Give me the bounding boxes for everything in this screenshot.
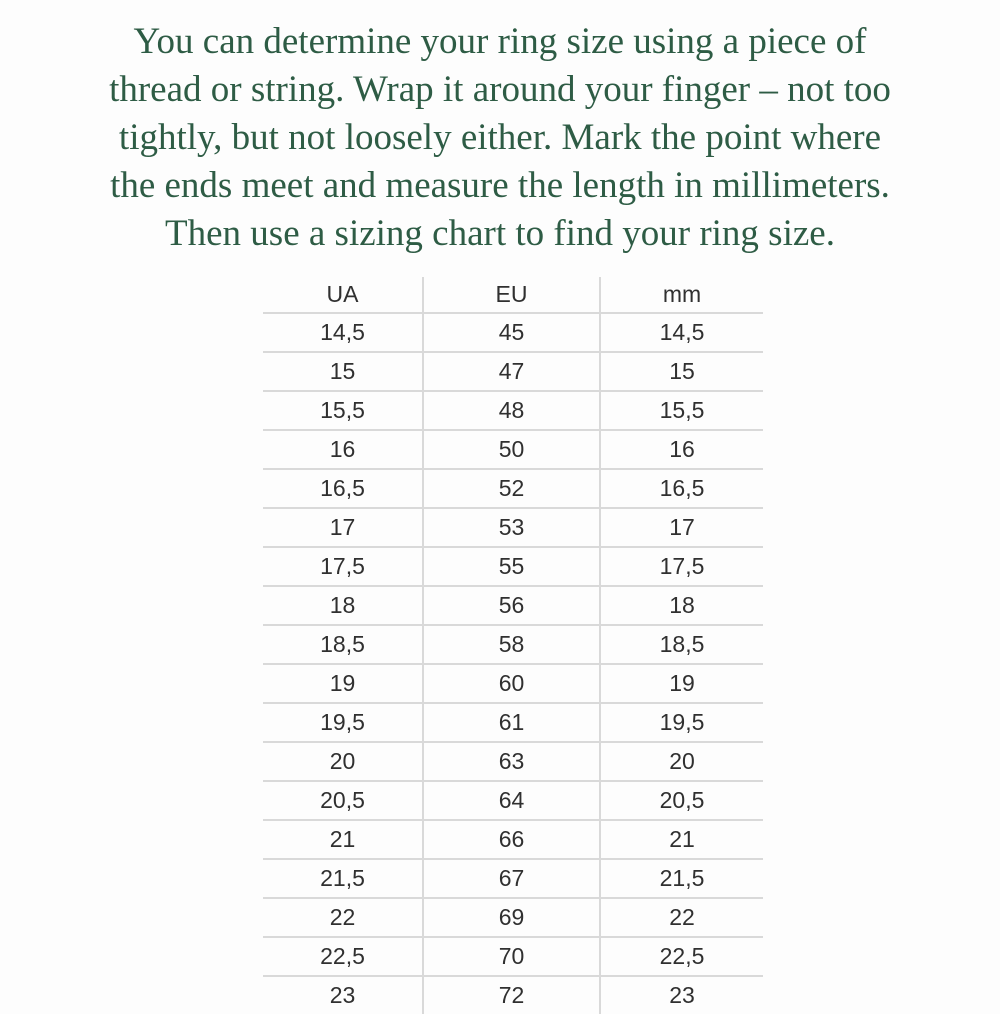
table-cell: 14,5 — [263, 313, 423, 353]
table-cell: 18,5 — [600, 625, 763, 665]
table-cell: 22,5 — [600, 937, 763, 977]
table-cell: 20 — [600, 742, 763, 782]
table-cell: 17,5 — [263, 547, 423, 587]
table-row: 21,5 67 21,5 — [263, 859, 763, 899]
table-cell: 52 — [422, 469, 601, 509]
table-cell: 56 — [422, 586, 601, 626]
table-cell: 66 — [422, 820, 601, 860]
table-cell: 16,5 — [263, 469, 423, 509]
table-cell: 15 — [600, 352, 763, 392]
column-header-eu: EU — [422, 277, 601, 314]
table-row: 16 50 16 — [263, 430, 763, 470]
table-cell: 16 — [263, 430, 423, 470]
table-row: 14,5 45 14,5 — [263, 313, 763, 353]
ring-size-table: UA EU mm 14,5 45 14,5 15 47 15 15,5 48 15,5 16 50 1… — [263, 277, 763, 1014]
table-cell: 47 — [422, 352, 601, 392]
table-cell: 20,5 — [263, 781, 423, 821]
table-cell: 19 — [263, 664, 423, 704]
table-row: 23 72 23 — [263, 976, 763, 1014]
header-row: UA EU mm — [263, 277, 763, 314]
table-row: 20,5 64 20,5 — [263, 781, 763, 821]
table-row: 22,5 70 22,5 — [263, 937, 763, 977]
table-cell: 20 — [263, 742, 423, 782]
column-header-mm: mm — [600, 277, 763, 314]
table-cell: 72 — [422, 976, 601, 1014]
table-cell: 67 — [422, 859, 601, 899]
size-table-body: 14,5 45 14,5 15 47 15 15,5 48 15,5 16 50 16 16,5 52 16… — [263, 313, 763, 1014]
table-cell: 22 — [600, 898, 763, 938]
size-table-header: UA EU mm — [263, 277, 763, 314]
table-cell: 23 — [669, 982, 695, 1008]
table-row: 20 63 20 — [263, 742, 763, 782]
table-cell: 15 — [263, 352, 423, 392]
table-cell: 21 — [263, 820, 423, 860]
table-cell: 15,5 — [600, 391, 763, 431]
table-cell: 20,5 — [600, 781, 763, 821]
table-cell: 21,5 — [263, 859, 423, 899]
table-cell: 70 — [422, 937, 601, 977]
table-cell: 61 — [422, 703, 601, 743]
table-cell: 18 — [600, 586, 763, 626]
table-cell: 63 — [422, 742, 601, 782]
table-cell: 22,5 — [263, 937, 423, 977]
instructions-line: thread or string. Wrap it around your fi… — [109, 69, 891, 110]
table-cell: 55 — [422, 547, 601, 587]
table-cell: 60 — [422, 664, 601, 704]
instructions-line: You can determine your ring size using a… — [133, 21, 867, 62]
table-cell: 23 — [329, 982, 356, 1008]
table-cell: 19,5 — [263, 703, 423, 743]
table-cell: 45 — [422, 313, 601, 353]
table-cell: 17,5 — [600, 547, 763, 587]
table-cell: 16,5 — [600, 469, 763, 509]
table-cell: 16 — [600, 430, 763, 470]
table-cell: 19,5 — [600, 703, 763, 743]
table-cell: 22 — [263, 898, 423, 938]
table-cell: 15,5 — [263, 391, 423, 431]
table-row: 22 69 22 — [263, 898, 763, 938]
table-row: 15 47 15 — [263, 352, 763, 392]
table-row: 16,5 52 16,5 — [263, 469, 763, 509]
instructions-line: the ends meet and measure the length in … — [110, 165, 890, 206]
instructions-line: Then use a sizing chart to find your rin… — [165, 213, 835, 254]
table-row: 19 60 19 — [263, 664, 763, 704]
table-row: 18,5 58 18,5 — [263, 625, 763, 665]
column-header-ua: UA — [263, 277, 423, 314]
table-cell: 53 — [422, 508, 601, 548]
table-row: 21 66 21 — [263, 820, 763, 860]
table-row: 17 53 17 — [263, 508, 763, 548]
table-cell: 69 — [422, 898, 601, 938]
instructions-line: tightly, but not loosely either. Mark th… — [118, 117, 882, 158]
table-cell: 64 — [422, 781, 601, 821]
table-row: 19,5 61 19,5 — [263, 703, 763, 743]
table-cell: 19 — [600, 664, 763, 704]
table-cell: 48 — [422, 391, 601, 431]
table-cell: 18,5 — [263, 625, 423, 665]
table-cell: 14,5 — [600, 313, 763, 353]
table-cell: 18 — [263, 586, 423, 626]
table-row: 15,5 48 15,5 — [263, 391, 763, 431]
table-cell: 17 — [600, 508, 763, 548]
table-cell: 50 — [422, 430, 601, 470]
table-row: 17,5 55 17,5 — [263, 547, 763, 587]
table-cell: 21 — [600, 820, 763, 860]
table-cell: 21,5 — [600, 859, 763, 899]
table-cell: 17 — [263, 508, 423, 548]
table-row: 18 56 18 — [263, 586, 763, 626]
ring-size-instructions: You can determine your ring size using a… — [0, 0, 1000, 258]
table-cell: 58 — [422, 625, 601, 665]
